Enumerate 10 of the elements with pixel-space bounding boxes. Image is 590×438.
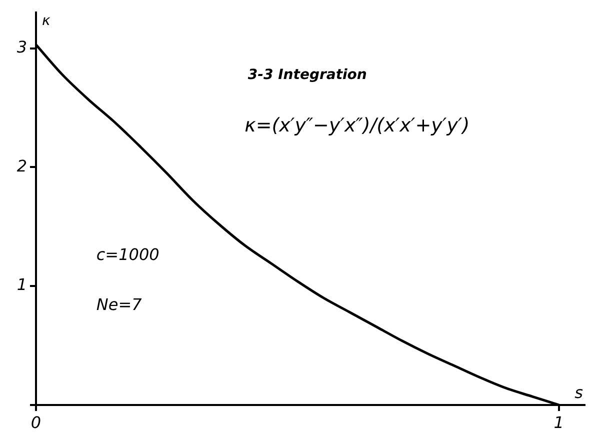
y-tick-label: 3 xyxy=(16,37,27,56)
annotation: c=1000 xyxy=(96,245,160,264)
annotation: Ne=7 xyxy=(96,294,143,314)
y-tick-label: 1 xyxy=(16,275,27,294)
y-tick-label: 2 xyxy=(16,156,27,176)
x-axis-title: s xyxy=(574,383,583,402)
text: κ=(x′y″−y′x″)/(x′x′+y′y′) xyxy=(244,114,470,136)
y-axis-title: κ xyxy=(42,13,51,30)
text: 3-3 Integration xyxy=(248,67,367,84)
x-tick-label: 0 xyxy=(30,412,42,432)
